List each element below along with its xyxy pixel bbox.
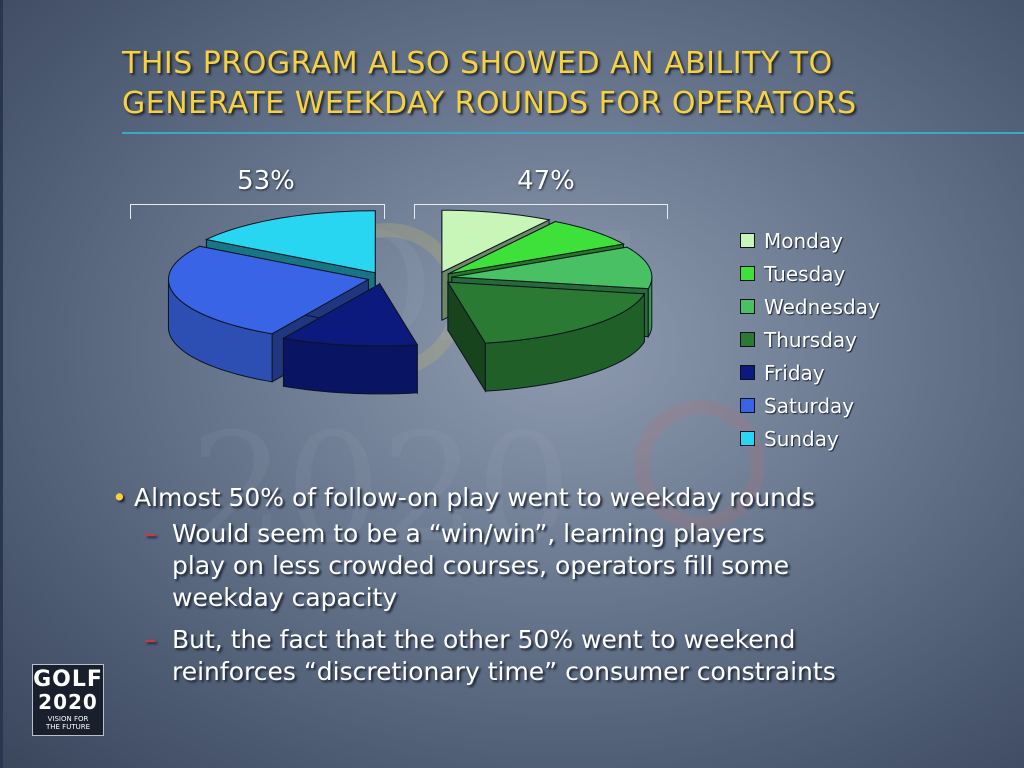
bullet-main: • Almost 50% of follow-on play went to w… — [112, 482, 992, 514]
watermark-bottom: 2020 — [190, 402, 572, 576]
legend-label: Sunday — [764, 426, 839, 451]
legend-swatch — [740, 299, 755, 314]
weekday-bracket — [414, 204, 668, 219]
pie-slice-thursday — [446, 280, 646, 393]
title-underline — [122, 132, 1024, 134]
legend-item-sunday: Sunday — [740, 422, 880, 455]
logo-2020: 2020 — [38, 690, 98, 714]
legend-item-wednesday: Wednesday — [740, 290, 880, 323]
legend-label: Saturday — [764, 393, 855, 418]
chart-legend: Monday Tuesday Wednesday Thursday Friday Satu… — [740, 224, 880, 455]
sub-bullet-1-line-3: weekday capacity — [172, 583, 398, 612]
sub-bullet-1-line-2: play on less crowded courses, operators … — [172, 551, 790, 580]
logo-tagline-1: VISION FOR — [47, 715, 89, 723]
legend-item-monday: Monday — [740, 224, 880, 257]
legend-item-tuesday: Tuesday — [740, 257, 880, 290]
legend-item-friday: Friday — [740, 356, 880, 389]
legend-swatch — [740, 431, 755, 446]
golf-2020-logo: GOLF 2020 VISION FOR THE FUTURE — [32, 664, 104, 736]
legend-label: Wednesday — [764, 294, 880, 319]
bullet-dot: • — [112, 483, 127, 512]
legend-swatch — [740, 266, 755, 281]
legend-label: Tuesday — [764, 261, 846, 286]
sub-bullet-1-line-1: Would seem to be a “win/win”, learning p… — [172, 519, 765, 548]
legend-item-thursday: Thursday — [740, 323, 880, 356]
weekend-bracket — [130, 204, 385, 219]
legend-swatch — [740, 365, 755, 380]
legend-label: Friday — [764, 360, 825, 385]
title-line-1: THIS PROGRAM ALSO SHOWED AN ABILITY TO — [122, 46, 833, 81]
sub-bullet-2: – But, the fact that the other 50% went … — [144, 624, 992, 688]
bullet-list: • Almost 50% of follow-on play went to w… — [112, 482, 992, 688]
legend-label: Thursday — [764, 327, 857, 352]
dash-mark: – — [144, 519, 157, 548]
legend-item-saturday: Saturday — [740, 389, 880, 422]
legend-label: Monday — [764, 228, 843, 253]
sub-bullet-1: – Would seem to be a “win/win”, learning… — [144, 518, 992, 614]
dash-mark: – — [144, 625, 157, 654]
bullet-main-text: Almost 50% of follow-on play went to wee… — [134, 483, 815, 512]
pie-slice-friday — [281, 282, 419, 395]
title-line-2: GENERATE WEEKDAY ROUNDS FOR OPERATORS — [122, 86, 857, 121]
pie-chart — [167, 209, 653, 395]
slide-title: THIS PROGRAM ALSO SHOWED AN ABILITY TO G… — [122, 44, 982, 124]
legend-swatch — [740, 398, 755, 413]
sub-bullet-2-line-1: But, the fact that the other 50% went to… — [172, 625, 796, 654]
sub-bullet-2-line-2: reinforces “discretionary time” consumer… — [172, 657, 836, 686]
weekend-percent-label: 53% — [237, 166, 295, 196]
legend-swatch — [740, 332, 755, 347]
weekday-percent-label: 47% — [517, 166, 575, 196]
legend-swatch — [740, 233, 755, 248]
logo-tagline-2: THE FUTURE — [45, 723, 91, 731]
logo-golf: GOLF — [33, 667, 103, 692]
